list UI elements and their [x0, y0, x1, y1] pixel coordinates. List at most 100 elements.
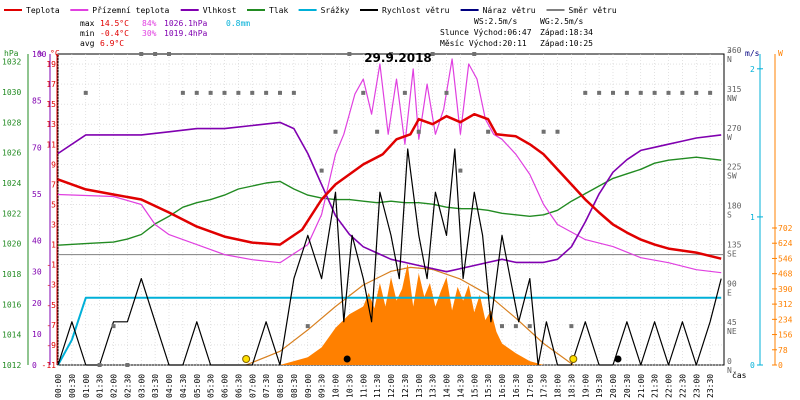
- x-tick-label: 22:00: [665, 374, 674, 398]
- legend-label: Vlhkost: [203, 6, 237, 15]
- temp-tick-label: 7: [51, 180, 56, 189]
- hpa-tick-label: 1018: [2, 270, 21, 279]
- dir-tick-label: 180: [727, 202, 742, 211]
- wind-direction-point: [430, 52, 435, 56]
- wm2-tick-label: 0: [778, 361, 783, 370]
- temp-axis-label: °C: [50, 49, 60, 58]
- wind-direction-point: [153, 52, 158, 56]
- x-tick-label: 00:00: [54, 374, 63, 398]
- series-teplota: [57, 112, 722, 260]
- x-tick-label: 05:30: [207, 374, 216, 398]
- dir-tick-label-compass: N: [727, 366, 732, 375]
- x-tick-label: 10:30: [345, 374, 354, 398]
- wind-direction-point: [666, 90, 671, 95]
- x-tick-label: 15:30: [484, 374, 493, 398]
- wind-direction-point: [611, 90, 615, 95]
- wind-direction-point: [97, 363, 102, 367]
- pct-tick-label: 20: [32, 299, 42, 308]
- x-tick-label: 07:30: [262, 374, 271, 398]
- hpa-tick-label: 1026: [2, 149, 21, 158]
- dir-tick-label-compass: NE: [727, 327, 737, 336]
- pct-axis-label: %: [38, 49, 43, 58]
- hpa-tick-label: 1020: [2, 240, 21, 249]
- sun-marker: [242, 355, 251, 363]
- pct-tick-label: 10: [32, 330, 42, 339]
- moonset-info: Západ:10:25: [540, 39, 593, 48]
- x-tick-label: 16:30: [512, 374, 521, 398]
- dir-tick-label: 135: [727, 240, 742, 249]
- pct-tick-label: 85: [32, 97, 42, 106]
- wind-speed-info: WS:2.5m/s: [474, 17, 518, 26]
- wind-direction-point: [319, 168, 324, 173]
- series-prizemni: [57, 58, 722, 274]
- wm2-tick-label: 390: [778, 285, 793, 294]
- stats-max-press: 1026.1hPa: [164, 19, 208, 28]
- x-tick-label: 20:30: [623, 374, 632, 398]
- dir-tick-label-compass: SW: [727, 172, 737, 181]
- wind-direction-point: [652, 90, 657, 95]
- dir-tick-label: 315: [727, 85, 742, 94]
- x-tick-label: 11:30: [373, 374, 382, 398]
- wind-direction-point: [291, 90, 296, 95]
- chart-title: 29.9.2018: [364, 51, 432, 65]
- x-tick-label: 02:00: [110, 374, 119, 398]
- temp-tick-label: 9: [51, 160, 56, 169]
- stats-min-press: 1019.4hPa: [164, 29, 208, 38]
- wind-direction-point: [416, 129, 421, 134]
- dir-tick-label-compass: E: [727, 288, 732, 297]
- stats-rain: 0.8mm: [226, 19, 250, 28]
- x-tick-label: 19:00: [581, 374, 590, 398]
- x-tick-label: 06:30: [234, 374, 243, 398]
- dir-axis-label: °: [727, 49, 732, 58]
- temp-tick-label: 5: [51, 200, 56, 209]
- hpa-tick-label: 1032: [2, 58, 21, 67]
- wind-direction-point: [278, 90, 282, 95]
- temp-tick-label: 15: [46, 100, 56, 109]
- x-tick-label: 21:00: [637, 374, 646, 398]
- temp-tick-label: -9: [46, 341, 56, 350]
- wm2-tick-label: 234: [778, 315, 793, 324]
- series-vlhkost: [57, 121, 722, 273]
- wind-direction-point: [569, 324, 574, 329]
- wm2-tick-label: 156: [778, 331, 793, 340]
- temp-tick-label: -11: [42, 361, 57, 370]
- wind-direction-point: [597, 90, 602, 95]
- stats-block: max 14.5°C 84% 1026.1hPa 0.8mm min -0.4°…: [80, 19, 250, 48]
- wind-direction-point: [361, 90, 366, 95]
- sun-moon-block: WS:2.5m/s WG:2.5m/s Slunce Východ:06:47 …: [440, 17, 593, 48]
- x-tick-label: 03:30: [151, 374, 160, 398]
- x-tick-label: 15:00: [470, 374, 479, 398]
- pct-tick-label: 0: [32, 361, 37, 370]
- wind-direction-point: [624, 90, 629, 95]
- wind-direction-point: [638, 90, 643, 95]
- moon-marker: [614, 355, 622, 363]
- wind-direction-point: [305, 324, 310, 329]
- wind-direction-point: [389, 52, 393, 56]
- pct-tick-label: 30: [32, 268, 42, 277]
- wind-direction-point: [139, 52, 144, 56]
- legend-label: Teplota: [26, 6, 60, 15]
- x-tick-label: 12:00: [387, 374, 396, 398]
- dir-tick-label-compass: N: [727, 55, 732, 64]
- wind-direction-point: [180, 90, 185, 95]
- dir-tick-label-compass: NW: [727, 94, 737, 103]
- x-tick-label: 09:00: [304, 374, 313, 398]
- pct-tick-label: 70: [32, 143, 42, 152]
- legend-label: Rychlost větru: [382, 6, 450, 15]
- wind-direction-point: [194, 90, 199, 95]
- temp-tick-label: -3: [46, 281, 56, 290]
- legend: Teplota Přízemní teplota Vlhkost Tlak Srážky…: [4, 6, 617, 15]
- stats-max-hum: 84%: [142, 19, 157, 28]
- temp-tick-label: -7: [46, 321, 56, 330]
- stats-max-temp: 14.5°C: [100, 19, 129, 28]
- x-tick-label: 02:30: [123, 374, 132, 398]
- x-tick-label: 17:30: [540, 374, 549, 398]
- wind-direction-point: [236, 90, 241, 95]
- pct-tick-label: 55: [32, 190, 42, 199]
- wind-direction-point: [527, 324, 532, 329]
- stats-min-label: min: [80, 29, 95, 38]
- temp-tick-label: -1: [46, 261, 56, 270]
- dir-tick-label: 360: [727, 46, 742, 55]
- x-tick-label: 13:30: [429, 374, 438, 398]
- wind-direction-point: [500, 324, 504, 329]
